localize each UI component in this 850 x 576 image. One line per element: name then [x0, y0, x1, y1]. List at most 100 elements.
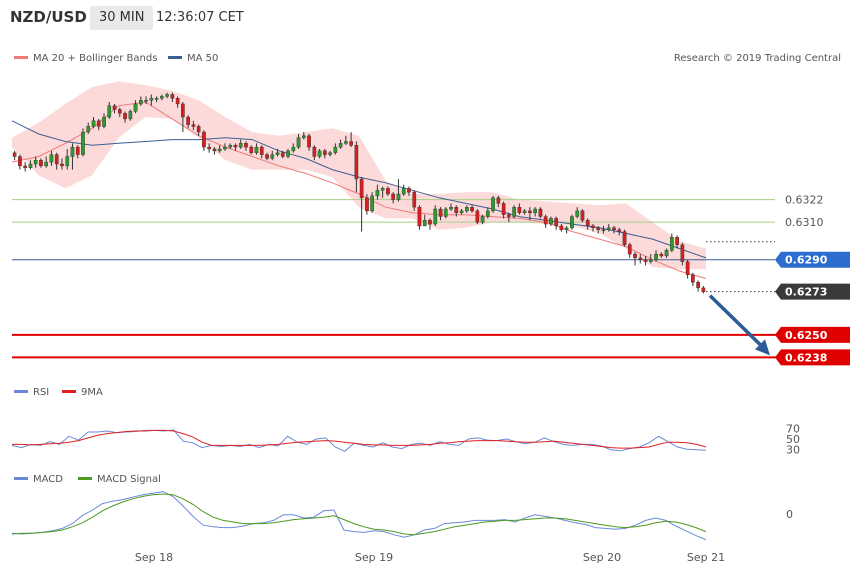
candle — [391, 192, 395, 204]
candle — [65, 148, 70, 170]
candle — [627, 242, 632, 258]
candle — [696, 280, 700, 292]
candle — [170, 92, 175, 103]
candle — [591, 224, 595, 232]
candle — [338, 139, 343, 149]
candle — [396, 179, 401, 202]
candle — [328, 150, 332, 157]
candle — [317, 148, 322, 159]
candle — [638, 254, 643, 264]
candle — [117, 107, 122, 118]
candle — [417, 205, 422, 230]
candle — [606, 224, 611, 232]
level-badge-0.6290 — [775, 251, 850, 268]
legend-label-rsi: RSI — [33, 387, 49, 398]
level-badge-0.6273 — [775, 283, 850, 300]
candle — [454, 205, 459, 217]
forecast-arrowhead — [755, 339, 770, 356]
candle — [528, 207, 532, 221]
candle — [380, 186, 385, 198]
candle — [312, 145, 317, 161]
candle — [486, 207, 490, 219]
candle — [443, 207, 448, 219]
candle — [585, 218, 590, 230]
candle — [564, 225, 569, 234]
candle — [107, 102, 112, 119]
candle — [23, 162, 27, 172]
candle — [186, 115, 190, 129]
candle — [701, 286, 706, 294]
candle — [86, 122, 91, 134]
candle — [664, 248, 669, 258]
candle — [307, 133, 311, 151]
candle — [149, 94, 154, 106]
candle — [680, 242, 685, 266]
candle — [449, 203, 453, 211]
candle — [91, 117, 96, 129]
candle — [202, 130, 206, 151]
legend-swatch-ma20 — [14, 56, 28, 59]
candle — [465, 205, 469, 213]
candle — [259, 145, 264, 159]
x-tick-sep-19: Sep 19 — [355, 551, 393, 564]
candle — [75, 145, 80, 159]
candle — [522, 209, 527, 215]
candle — [249, 145, 254, 155]
legend-label-9ma: 9MA — [81, 387, 103, 398]
candle — [191, 120, 196, 131]
x-axis: Sep 18 Sep 19 Sep 20 Sep 21 — [135, 551, 725, 564]
candle — [154, 96, 159, 103]
candle — [670, 233, 674, 253]
legend-label-macd-signal: MACD Signal — [97, 474, 161, 485]
candle — [622, 229, 627, 247]
candle — [286, 148, 290, 159]
candle — [428, 218, 432, 230]
candle — [491, 195, 495, 213]
candle — [44, 156, 48, 168]
candle — [102, 113, 106, 129]
credit-text: Research © 2019 Trading Central — [674, 53, 841, 64]
candle — [580, 209, 585, 223]
candle — [12, 150, 17, 161]
candle — [349, 132, 353, 148]
timeframe-selector[interactable]: 30 MIN — [90, 6, 154, 30]
macd-series-signal — [11, 493, 707, 536]
candle — [228, 143, 233, 149]
candle — [133, 100, 138, 114]
candle — [291, 143, 296, 153]
candle — [386, 186, 390, 196]
forecast-arrow — [708, 294, 766, 350]
candle — [459, 209, 464, 215]
candle — [659, 252, 664, 258]
candle — [244, 141, 248, 151]
ma20-line — [11, 101, 707, 279]
level-badge-0.6250 — [775, 326, 850, 343]
candle — [175, 96, 180, 108]
candle — [81, 128, 85, 157]
candle — [302, 132, 306, 140]
legend-swatch-macd-signal — [78, 477, 92, 480]
candle — [223, 143, 227, 151]
candle — [70, 143, 75, 170]
candle — [480, 214, 485, 225]
candle — [501, 201, 506, 219]
candle — [270, 150, 275, 161]
candle — [554, 216, 558, 230]
candle — [275, 148, 280, 157]
candle — [265, 152, 269, 161]
candle — [617, 227, 622, 236]
candle — [433, 205, 438, 226]
macd-panel: 0 — [11, 491, 793, 541]
candle — [654, 250, 658, 262]
level-label-0.6290: 0.6290 — [785, 254, 828, 267]
candle — [280, 150, 285, 159]
candle — [407, 186, 411, 196]
candle — [375, 184, 380, 200]
legend-label-ma50: MA 50 — [187, 53, 218, 64]
candle — [165, 92, 169, 99]
candle — [570, 214, 574, 230]
candle — [422, 214, 427, 227]
x-tick-sep-21: Sep 21 — [687, 551, 725, 564]
symbol-title: NZD/USD — [10, 8, 87, 26]
